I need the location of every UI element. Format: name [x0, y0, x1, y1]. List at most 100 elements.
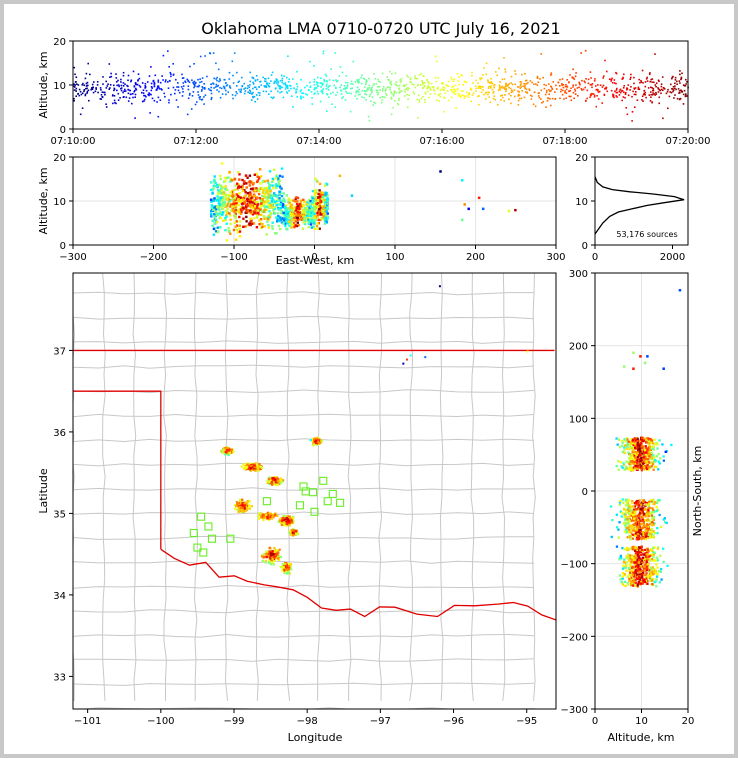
altitude-time-point [482, 74, 484, 76]
east-west-point [298, 205, 301, 209]
east-west-point [255, 187, 258, 190]
altitude-time-point [340, 93, 343, 95]
east-west-point [326, 205, 329, 209]
altitude-time-point [342, 96, 344, 98]
altitude-time-point [493, 86, 496, 89]
latitude-tick-label: 33 [53, 672, 66, 683]
altitude-time-point [535, 83, 537, 85]
plan-view-point [224, 451, 228, 454]
county-line [409, 273, 414, 701]
county-line [286, 273, 291, 701]
east-west-point [276, 212, 280, 215]
plan-view-point [254, 464, 257, 467]
altitude-time-point [633, 76, 635, 79]
altitude-time-point [320, 77, 322, 80]
altitude-time-point [454, 90, 457, 92]
plan-view-point [309, 438, 312, 442]
plan-view-point [241, 504, 245, 507]
altitude-time-point [264, 78, 266, 80]
north-south-point [634, 439, 637, 442]
altitude-time-point [436, 60, 438, 63]
altitude-time-point [446, 90, 449, 92]
altitude-time-point [513, 89, 516, 91]
east-west-point [270, 204, 273, 207]
altitude-time-point [100, 89, 102, 91]
altitude-time-point [379, 89, 381, 91]
north-south-point [646, 467, 649, 471]
east-west-point [304, 212, 308, 216]
altitude-time-point [471, 74, 473, 77]
altitude-time-point [218, 90, 220, 93]
altitude-time-point [346, 84, 349, 87]
altitude-time-point [381, 101, 383, 104]
altitude-time-point [646, 76, 648, 79]
plan-view-point [281, 564, 284, 568]
altitude-time-point [551, 97, 554, 100]
altitude-time-point [384, 96, 386, 99]
north-south-point [648, 448, 651, 451]
east-west-point [313, 222, 316, 225]
east-west-point [231, 194, 235, 197]
altitude-time-point [394, 83, 397, 86]
altitude-time-point [485, 73, 487, 76]
altitude-time-point [115, 77, 118, 79]
altitude-time-point [578, 82, 581, 85]
altitude-time-point [414, 86, 417, 89]
plan-view-point [257, 465, 260, 468]
altitude-time-point [124, 90, 127, 92]
east-west-outlier [350, 194, 354, 197]
north-south-point [631, 458, 634, 461]
north-south-point [638, 518, 641, 521]
altitude-time-point [104, 93, 106, 96]
north-south-point [630, 508, 634, 511]
east-west-point [211, 224, 214, 227]
north-south-point [640, 532, 643, 536]
plan-view-point [272, 563, 275, 566]
altitude-time-point [391, 73, 393, 75]
altitude-time-point [517, 99, 520, 102]
altitude-time-point [350, 83, 352, 85]
altitude-time-point [615, 95, 617, 97]
altitude-time-point [526, 91, 528, 94]
altitude-time-point [669, 91, 671, 93]
altitude-time-point [613, 82, 616, 84]
east-west-point [290, 217, 293, 220]
north-south-point [632, 529, 635, 532]
east-west-point [213, 197, 216, 200]
altitude-time-point [189, 65, 191, 68]
altitude-time-point [660, 83, 663, 85]
altitude-time-point [86, 81, 89, 84]
east-west-point [297, 204, 300, 207]
altitude-time-point [569, 74, 571, 76]
plan-view-point [314, 438, 317, 441]
altitude-time-point [114, 101, 116, 104]
plan-view-point [291, 517, 295, 520]
east-west-point [318, 205, 321, 208]
altitude-time-point [611, 77, 613, 80]
north-south-point [643, 451, 646, 454]
altitude-time-point [641, 99, 643, 101]
plan-view-point [240, 465, 243, 468]
altitude-time-point [144, 87, 146, 89]
altitude-time-point [487, 79, 489, 81]
east-west-point [262, 210, 265, 213]
altitude-time-point [323, 78, 325, 81]
altitude-time-point [584, 81, 586, 84]
north-south-point [625, 460, 628, 463]
plan-view-point [276, 483, 279, 486]
east-west-point [267, 194, 270, 197]
altitude-time-point [368, 84, 370, 87]
north-south-point [626, 517, 629, 520]
altitude-time-point [418, 101, 421, 103]
north-south-point [650, 451, 654, 455]
east-west-point [225, 214, 228, 217]
altitude-time-point [100, 94, 103, 96]
east-west-point [269, 212, 273, 215]
east-west-point [217, 192, 220, 196]
altitude-time-point [371, 89, 373, 92]
east-west-point [249, 200, 252, 204]
plan-view-point [262, 518, 265, 522]
east-west-point [294, 224, 297, 227]
plan-view-point [282, 562, 285, 566]
altitude-time-point [202, 87, 204, 89]
